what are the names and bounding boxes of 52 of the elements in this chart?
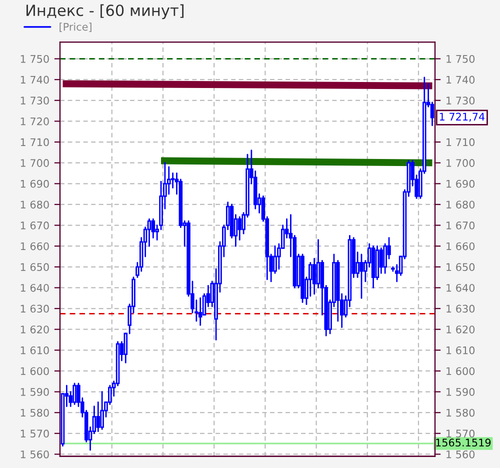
y-tick-label: 1 690 (20, 180, 49, 188)
y2-tick-label: 1 680 (446, 200, 475, 209)
y-tick-label: 1 660 (20, 242, 49, 250)
candlestick (360, 254, 364, 299)
y2-tick-label: 1 740 (446, 76, 475, 84)
y2-tick-label: 1 590 (446, 388, 475, 396)
y-tick-label: 1 670 (20, 222, 49, 230)
y2-tick-label: 1 610 (446, 346, 475, 354)
y-tick-label: 1 730 (20, 96, 49, 104)
candlestick (198, 297, 202, 326)
y-tick-label: 1 620 (20, 326, 49, 334)
y2-tick-label: 1 670 (446, 222, 475, 230)
y2-tick-label: 1 580 (446, 408, 475, 417)
candlestick (273, 245, 277, 274)
y2-tick-label: 1 560 (446, 450, 475, 458)
y2-tick-label: 1 730 (446, 96, 475, 104)
legend-label: [Price] (60, 22, 92, 32)
chart-title: Индекс - [60 минут] (26, 4, 184, 20)
y2-tick-label: 1 660 (446, 242, 475, 250)
y-tick-label: 1 630 (20, 304, 49, 313)
y-tick-label: 1 610 (20, 346, 49, 354)
ref-line-label: 1565.1519 (436, 438, 491, 447)
candlestick (312, 258, 316, 295)
y-tick-label: 1 590 (20, 388, 49, 396)
candlestick (72, 382, 76, 405)
y2-tick-label: 1 630 (446, 304, 475, 313)
y-tick-label: 1 600 (20, 367, 49, 376)
y-tick-label: 1 570 (20, 430, 49, 438)
y2-tick-label: 1 690 (446, 180, 475, 188)
y-tick-label: 1 720 (20, 117, 49, 126)
y-tick-label: 1 580 (20, 408, 49, 417)
y2-tick-label: 1 750 (446, 54, 475, 63)
y-tick-label: 1 680 (20, 200, 49, 209)
y2-tick-label: 1 640 (446, 284, 475, 292)
y2-tick-label: 1 620 (446, 326, 475, 334)
y-tick-label: 1 640 (20, 284, 49, 292)
y-tick-label: 1 700 (20, 159, 49, 167)
y2-tick-label: 1 700 (446, 159, 475, 167)
y2-tick-label: 1 570 (446, 430, 475, 438)
y-tick-label: 1 560 (20, 450, 49, 458)
y-tick-label: 1 740 (20, 76, 49, 84)
y2-tick-label: 1 600 (446, 367, 475, 376)
y-tick-label: 1 650 (20, 263, 49, 272)
candlestick (100, 391, 104, 430)
candlestick (96, 401, 100, 432)
y2-tick-label: 1 650 (446, 263, 475, 272)
text: 1 721,74 (440, 112, 485, 122)
y-tick-label: 1 710 (20, 138, 49, 146)
y-tick-label: 1 750 (20, 54, 49, 63)
y2-tick-label: 1 710 (446, 138, 475, 146)
candlestick (379, 247, 384, 274)
candlestick (238, 216, 242, 241)
